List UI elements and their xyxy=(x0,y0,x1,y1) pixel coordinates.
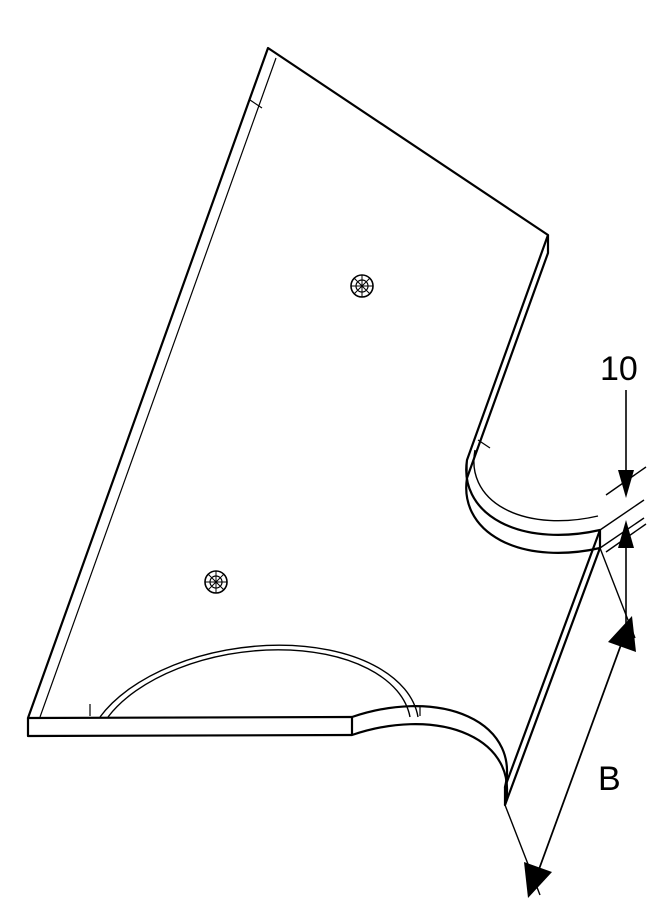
dimension-thickness-label: 10 xyxy=(600,350,638,388)
inner-curve-branch xyxy=(474,450,598,521)
knurled-nut-1 xyxy=(351,275,373,297)
tee-cover-drawing: 10 B xyxy=(0,0,652,900)
top-surface-outline xyxy=(28,48,600,787)
dimension-width-label: B xyxy=(598,760,621,798)
knurled-nut-2 xyxy=(205,571,227,593)
dimension-thickness: 10 xyxy=(600,350,646,628)
